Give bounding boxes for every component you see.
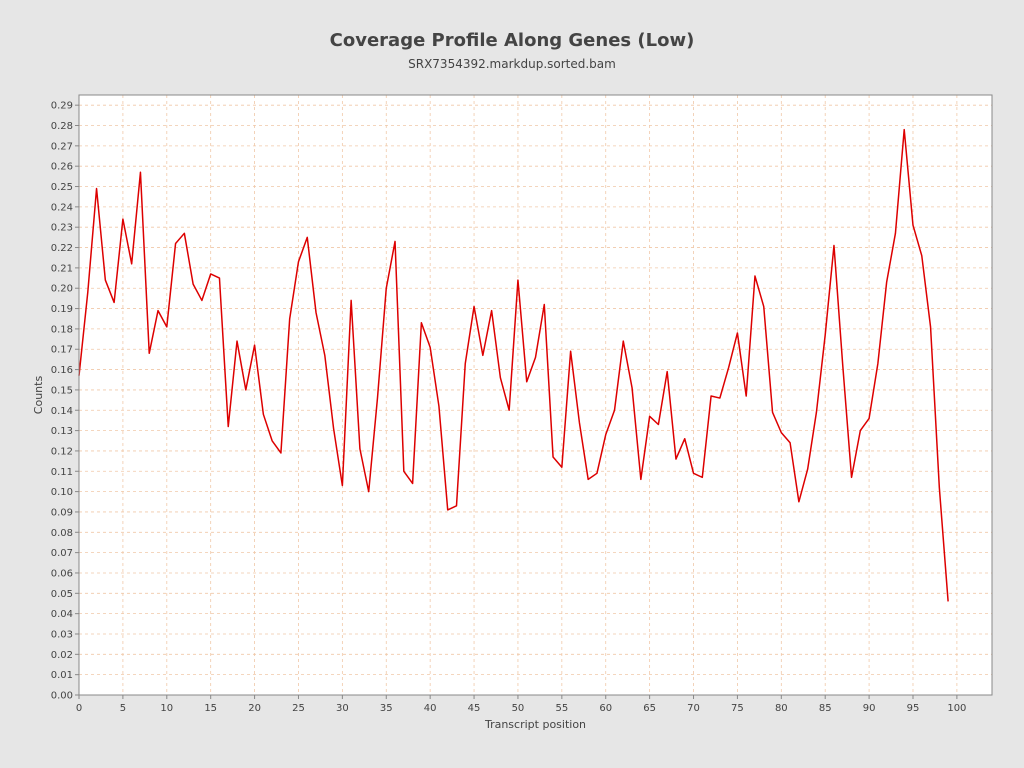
y-tick-label: 0.16 (51, 365, 73, 376)
x-tick-label: 5 (120, 703, 126, 714)
y-tick-label: 0.28 (51, 121, 73, 132)
x-tick-label: 35 (380, 703, 393, 714)
x-tick-label: 85 (819, 703, 832, 714)
y-tick-label: 0.00 (51, 691, 73, 702)
y-tick-label: 0.26 (51, 162, 73, 173)
y-tick-label: 0.05 (51, 589, 73, 600)
x-tick-label: 65 (643, 703, 656, 714)
y-tick-label: 0.08 (51, 528, 73, 539)
y-tick-label: 0.06 (51, 568, 73, 579)
plot-area (79, 95, 992, 695)
y-tick-label: 0.11 (51, 467, 73, 478)
x-tick-label: 90 (863, 703, 876, 714)
y-tick-label: 0.24 (51, 202, 73, 213)
y-tick-label: 0.23 (51, 223, 73, 234)
y-tick-label: 0.12 (51, 446, 73, 457)
y-tick-label: 0.04 (51, 609, 73, 620)
x-tick-label: 40 (424, 703, 437, 714)
y-axis-label: Counts (32, 376, 45, 415)
x-tick-label: 55 (555, 703, 568, 714)
x-tick-label: 100 (947, 703, 966, 714)
y-tick-label: 0.19 (51, 304, 73, 315)
y-tick-label: 0.25 (51, 182, 73, 193)
x-tick-label: 95 (907, 703, 920, 714)
x-tick-label: 10 (160, 703, 173, 714)
y-tick-label: 0.07 (51, 548, 73, 559)
y-tick-label: 0.10 (51, 487, 73, 498)
y-tick-label: 0.15 (51, 385, 73, 396)
y-tick-label: 0.21 (51, 263, 73, 274)
x-tick-label: 30 (336, 703, 349, 714)
y-tick-label: 0.22 (51, 243, 73, 254)
axes: 0.00 0.01 0.02 0.03 0.04 0.05 0.06 0.07 0.08 0.09… (51, 101, 967, 714)
x-tick-label: 50 (512, 703, 525, 714)
y-tick-label: 0.27 (51, 141, 73, 152)
y-tick-label: 0.02 (51, 650, 73, 661)
y-tick-label: 0.18 (51, 324, 73, 335)
chart-title: Coverage Profile Along Genes (Low) (329, 30, 695, 51)
y-tick-label: 0.03 (51, 629, 73, 640)
x-tick-label: 15 (204, 703, 217, 714)
x-tick-label: 75 (731, 703, 744, 714)
y-tick-label: 0.09 (51, 507, 73, 518)
series-line (78, 128, 949, 602)
x-tick-label: 20 (248, 703, 261, 714)
x-tick-label: 0 (76, 703, 82, 714)
series-layer (78, 128, 949, 602)
y-tick-label: 0.17 (51, 345, 73, 356)
x-tick-label: 45 (468, 703, 481, 714)
x-tick-label: 60 (599, 703, 612, 714)
y-tick-label: 0.13 (51, 426, 73, 437)
chart-subtitle: SRX7354392.markdup.sorted.bam (408, 57, 616, 71)
y-tick-label: 0.14 (51, 406, 73, 417)
x-tick-label: 80 (775, 703, 788, 714)
x-tick-label: 25 (292, 703, 305, 714)
x-tick-label: 70 (687, 703, 700, 714)
y-tick-label: 0.20 (51, 284, 73, 295)
y-tick-label: 0.01 (51, 670, 73, 681)
plot-frame (78, 94, 993, 696)
grid-lines (79, 95, 992, 695)
x-axis-label: Transcript position (484, 718, 586, 731)
y-tick-label: 0.29 (51, 101, 73, 112)
